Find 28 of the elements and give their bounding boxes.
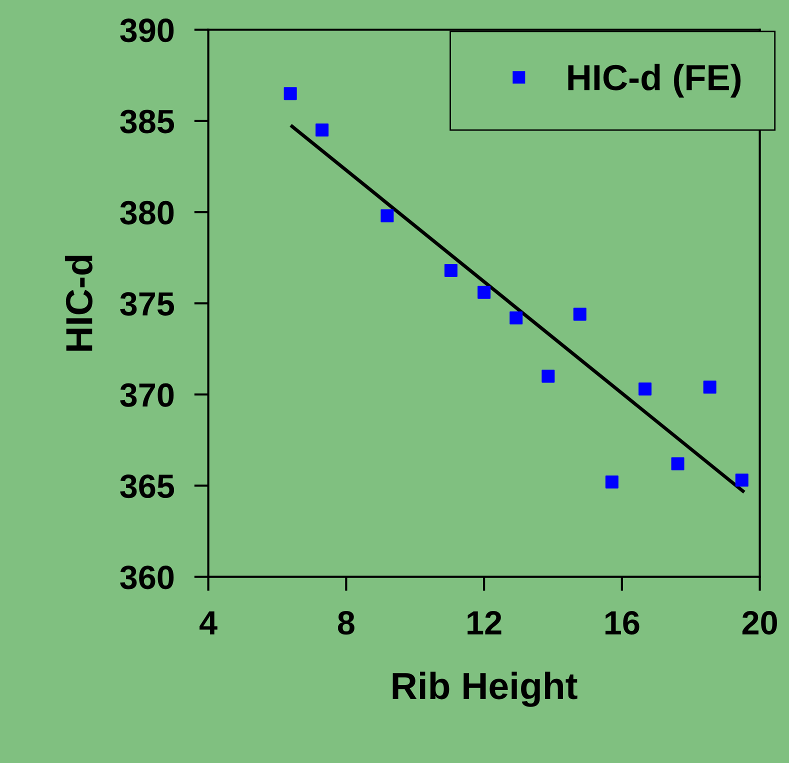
x-tick-label: 12 [468,611,502,634]
point [573,308,586,321]
point [542,370,555,383]
point [605,476,618,489]
x-tick-label: 4 [200,611,218,634]
y-tick-label: 360 [120,566,174,590]
y-tick-label: 370 [120,383,174,407]
point [671,457,684,470]
y-tick-label: 380 [120,200,174,225]
point [444,264,458,277]
y-tick-label: 385 [120,110,174,134]
point [478,286,491,299]
y-tick-label: 365 [120,474,174,498]
point [510,311,523,324]
point [316,124,329,137]
x-tick-label: 8 [338,611,354,635]
y-axis-title: HIC-d [64,256,92,351]
y-tick-label: 390 [120,18,174,42]
point [735,474,748,487]
x-tick-label: 16 [605,611,640,635]
point [638,382,652,396]
y-tick-label: 375 [120,292,174,316]
x-tick-label: 20 [742,611,777,635]
point [380,209,394,222]
x-axis-title: Rib Height [392,672,578,707]
point [284,87,297,100]
legend-label: HIC-d (FE) [568,64,741,98]
point [703,380,716,394]
